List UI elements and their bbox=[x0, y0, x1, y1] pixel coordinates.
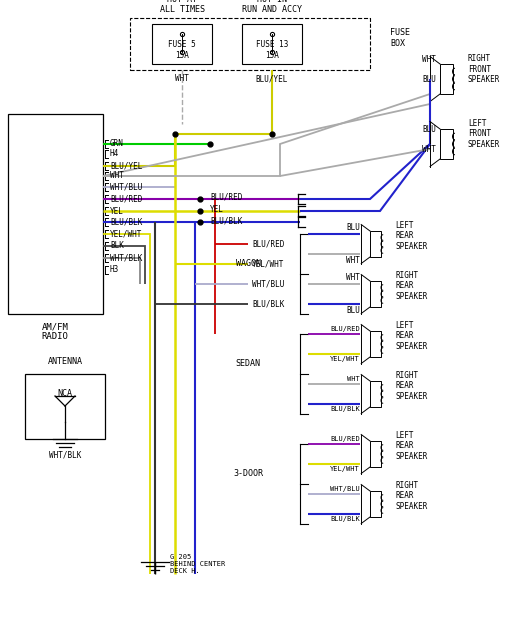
Text: LEFT
REAR
SPEAKER: LEFT REAR SPEAKER bbox=[395, 431, 427, 461]
Text: FUSE 13
15A: FUSE 13 15A bbox=[256, 41, 288, 60]
Text: BLU/YEL: BLU/YEL bbox=[256, 74, 288, 83]
Text: WHT: WHT bbox=[346, 256, 360, 265]
Text: WHT: WHT bbox=[347, 376, 360, 382]
Bar bbox=[152, 24, 212, 64]
Text: WAGON: WAGON bbox=[236, 259, 261, 269]
Text: BLU/RED: BLU/RED bbox=[210, 193, 242, 202]
Bar bbox=[440, 129, 452, 159]
Text: WHT: WHT bbox=[175, 74, 189, 83]
Text: BLU/BLK: BLU/BLK bbox=[330, 516, 360, 522]
Text: BLU: BLU bbox=[346, 306, 360, 315]
Text: YEL/WHT: YEL/WHT bbox=[330, 356, 360, 362]
Text: BLU: BLU bbox=[422, 124, 436, 134]
Text: ANTENNA: ANTENNA bbox=[47, 357, 83, 366]
Text: 3-DOOR: 3-DOOR bbox=[233, 470, 263, 479]
Text: BLK: BLK bbox=[110, 242, 124, 250]
Text: FUSE 5
15A: FUSE 5 15A bbox=[168, 41, 196, 60]
Text: BLU/YEL: BLU/YEL bbox=[110, 162, 142, 171]
Text: BLU/RED: BLU/RED bbox=[110, 195, 142, 204]
Bar bbox=[25, 374, 105, 439]
Text: WHT/BLK: WHT/BLK bbox=[49, 451, 81, 460]
Bar bbox=[370, 231, 381, 257]
Text: H4: H4 bbox=[110, 150, 119, 158]
Bar bbox=[242, 24, 302, 64]
Text: WHT/BLU: WHT/BLU bbox=[110, 183, 142, 191]
Bar bbox=[8, 114, 103, 314]
Text: YEL/WHT: YEL/WHT bbox=[252, 259, 284, 269]
Text: LEFT
REAR
SPEAKER: LEFT REAR SPEAKER bbox=[395, 221, 427, 251]
Text: RIGHT
FRONT
SPEAKER: RIGHT FRONT SPEAKER bbox=[468, 54, 500, 84]
Text: LEFT
REAR
SPEAKER: LEFT REAR SPEAKER bbox=[395, 321, 427, 351]
Text: BLU/BLK: BLU/BLK bbox=[110, 217, 142, 226]
Text: HOT IN
RUN AND ACCY: HOT IN RUN AND ACCY bbox=[242, 0, 302, 14]
Text: BLU/BLK: BLU/BLK bbox=[330, 406, 360, 412]
Text: GRN: GRN bbox=[110, 139, 124, 148]
Text: RIGHT
REAR
SPEAKER: RIGHT REAR SPEAKER bbox=[395, 371, 427, 401]
Text: AM/FM
RADIO: AM/FM RADIO bbox=[42, 322, 69, 341]
Text: LEFT
FRONT
SPEAKER: LEFT FRONT SPEAKER bbox=[468, 119, 500, 149]
Text: YEL/WHT: YEL/WHT bbox=[330, 466, 360, 472]
Text: RIGHT
REAR
SPEAKER: RIGHT REAR SPEAKER bbox=[395, 481, 427, 511]
Text: BLU/RED: BLU/RED bbox=[252, 240, 284, 249]
Bar bbox=[130, 18, 370, 70]
Text: WHT/BLU: WHT/BLU bbox=[252, 280, 284, 288]
Text: YEL/WHT: YEL/WHT bbox=[110, 230, 142, 238]
Text: BLU/RED: BLU/RED bbox=[330, 326, 360, 332]
Text: RIGHT
REAR
SPEAKER: RIGHT REAR SPEAKER bbox=[395, 271, 427, 301]
Bar bbox=[370, 381, 381, 407]
Bar bbox=[370, 441, 381, 467]
Text: WHT: WHT bbox=[346, 273, 360, 282]
Text: YEL: YEL bbox=[110, 207, 124, 216]
Text: BLU/RED: BLU/RED bbox=[330, 436, 360, 442]
Bar bbox=[370, 281, 381, 307]
Bar bbox=[440, 64, 452, 94]
Text: NCA: NCA bbox=[58, 389, 72, 399]
Text: WHT/BLU: WHT/BLU bbox=[330, 486, 360, 492]
Text: YEL: YEL bbox=[210, 205, 224, 214]
Bar bbox=[370, 491, 381, 517]
Text: WHT: WHT bbox=[422, 55, 436, 63]
Text: WHT: WHT bbox=[422, 145, 436, 153]
Text: HOT AT
ALL TIMES: HOT AT ALL TIMES bbox=[160, 0, 204, 14]
Text: BLU/BLK: BLU/BLK bbox=[252, 299, 284, 309]
Text: WHT/BLK: WHT/BLK bbox=[110, 254, 142, 262]
Text: BLU: BLU bbox=[346, 223, 360, 232]
Text: G 205
BEHIND CENTER
DECK H.: G 205 BEHIND CENTER DECK H. bbox=[170, 554, 225, 574]
Text: WHT: WHT bbox=[110, 172, 124, 181]
Text: FUSE
BOX: FUSE BOX bbox=[390, 29, 410, 48]
Text: BLU: BLU bbox=[422, 75, 436, 84]
Text: H3: H3 bbox=[110, 266, 119, 275]
Text: SEDAN: SEDAN bbox=[236, 359, 261, 368]
Bar bbox=[370, 331, 381, 357]
Text: BLU/BLK: BLU/BLK bbox=[210, 216, 242, 226]
